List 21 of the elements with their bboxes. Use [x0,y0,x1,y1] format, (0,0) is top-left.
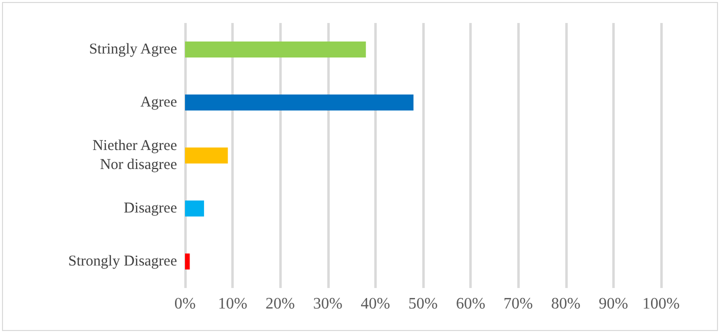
x-tick-label: 100% [642,296,680,312]
bar [185,148,228,164]
y-tick-label: Strongly Disagree [68,254,178,270]
y-tick-label: Stringly Agree [89,42,178,58]
bar [185,42,366,58]
x-tick-label: 0% [174,296,196,312]
x-tick-label: 40% [360,296,390,312]
x-tick-label: 20% [266,296,295,312]
x-tick-label: 80% [551,296,580,312]
x-tick-label: 10% [218,296,248,312]
x-tick-label: 50% [408,296,438,312]
x-tick-label: 90% [598,296,628,312]
y-tick-label: Agree [140,94,178,110]
y-tick-label: Disagree [124,200,178,216]
bar [185,94,414,110]
y-tick-label: Niether Agree Nor disagree [92,138,178,173]
bar [185,200,204,216]
x-tick-label: 70% [504,296,533,312]
bar [185,254,190,270]
x-tick-label: 60% [456,296,486,312]
x-tick-label: 30% [313,296,342,312]
